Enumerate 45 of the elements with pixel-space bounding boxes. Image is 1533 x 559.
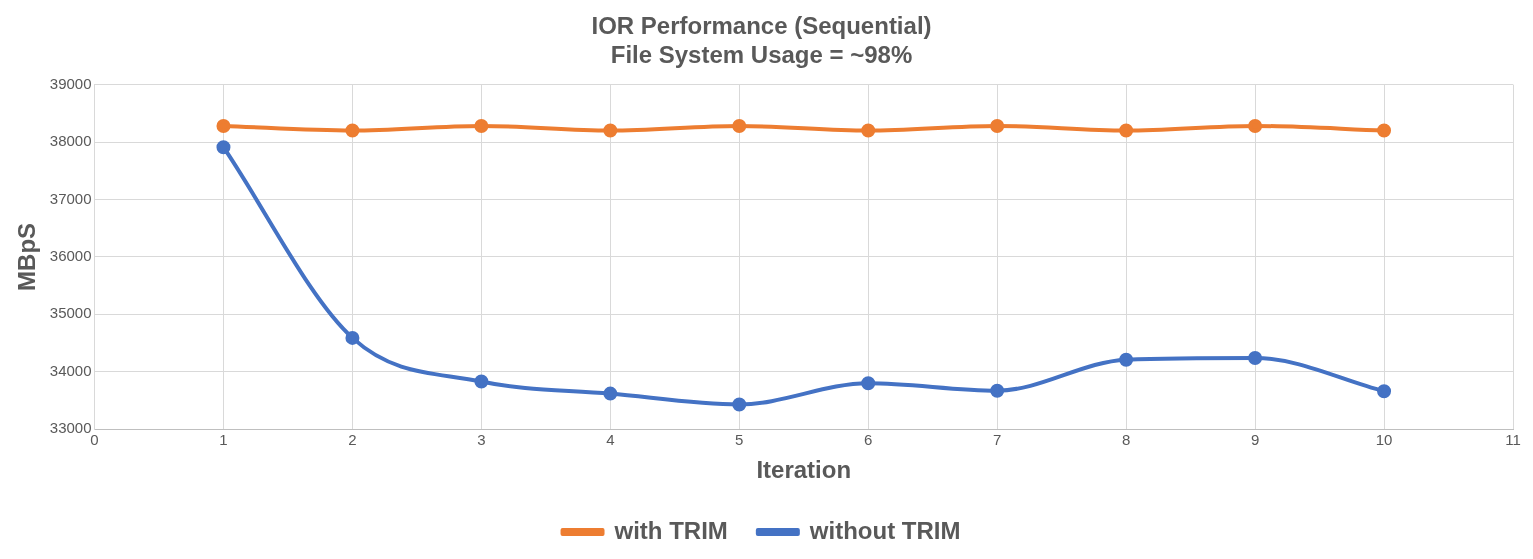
x-tick-label: 4 bbox=[606, 431, 615, 449]
y-tick-label: 36000 bbox=[49, 247, 92, 265]
point bbox=[1248, 350, 1263, 365]
x-tick-label: 10 bbox=[1375, 431, 1393, 449]
x-tick-label: 0 bbox=[90, 431, 99, 449]
point bbox=[732, 118, 747, 133]
x-tick-label: 9 bbox=[1250, 431, 1260, 449]
y-axis-title: MBpS bbox=[13, 222, 41, 291]
x-tick-label: 2 bbox=[348, 431, 357, 449]
point bbox=[603, 386, 618, 401]
point bbox=[1119, 352, 1134, 367]
point bbox=[1377, 384, 1392, 399]
point bbox=[990, 383, 1005, 398]
x-tick-label: 7 bbox=[993, 431, 1002, 449]
point bbox=[345, 330, 360, 345]
chart-subtitle: File System Usage = ~98% bbox=[610, 40, 913, 68]
y-tick-label: 37000 bbox=[49, 189, 92, 207]
x-axis-title: Iteration bbox=[756, 456, 852, 484]
x-tick-label: 5 bbox=[735, 431, 744, 449]
x-tick-label: 3 bbox=[477, 431, 486, 449]
point bbox=[1248, 118, 1263, 133]
x-tick-label: 11 bbox=[1505, 431, 1521, 449]
point bbox=[1119, 123, 1134, 138]
legend-label: with TRIM bbox=[613, 516, 728, 544]
y-tick-label: 38000 bbox=[49, 132, 92, 150]
point bbox=[990, 118, 1005, 133]
y-tick-label: 33000 bbox=[49, 419, 92, 437]
y-tick-label: 39000 bbox=[49, 74, 92, 92]
point bbox=[861, 376, 876, 391]
point bbox=[474, 374, 489, 389]
y-tick-label: 35000 bbox=[49, 304, 92, 322]
legend-label: without TRIM bbox=[808, 516, 961, 544]
x-tick-label: 6 bbox=[864, 431, 873, 449]
point bbox=[216, 118, 231, 133]
point bbox=[474, 118, 489, 133]
y-tick-label: 34000 bbox=[49, 361, 92, 379]
point bbox=[345, 123, 360, 138]
chart-title: IOR Performance (Sequential) bbox=[591, 12, 932, 40]
point bbox=[732, 397, 747, 412]
point bbox=[1377, 123, 1392, 138]
x-tick-label: 1 bbox=[219, 431, 228, 449]
point bbox=[603, 123, 618, 138]
point bbox=[861, 123, 876, 138]
point bbox=[216, 140, 231, 155]
x-tick-label: 8 bbox=[1121, 431, 1131, 449]
